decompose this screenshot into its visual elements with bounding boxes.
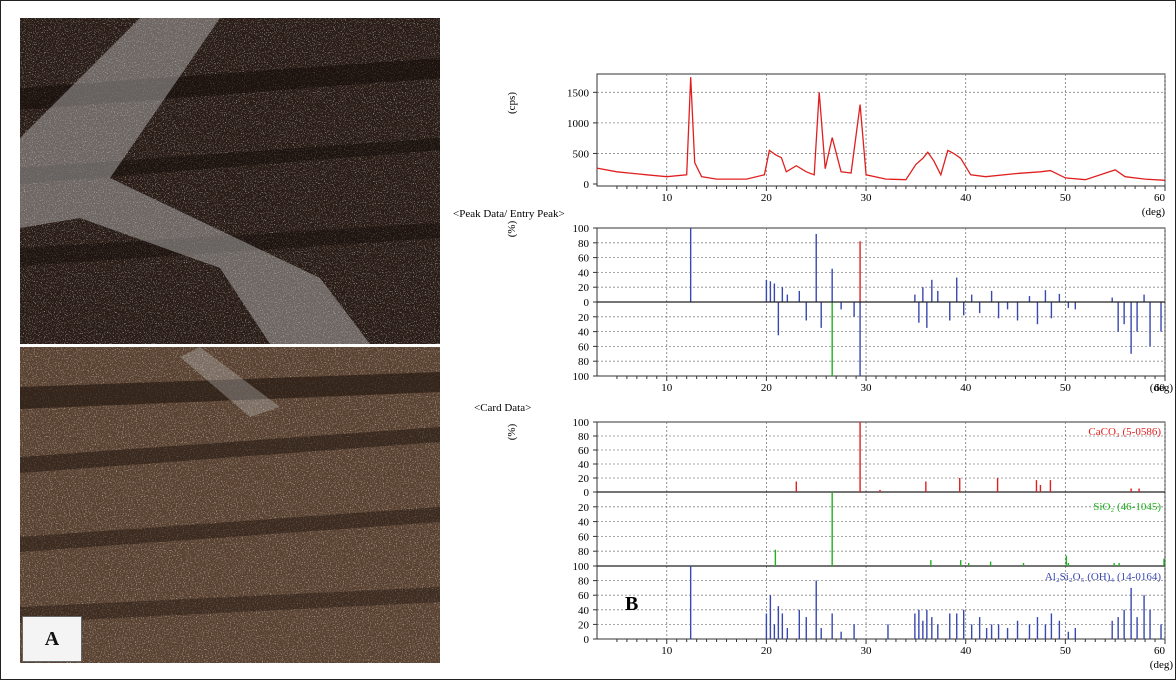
chart2-ytick-label: 80 <box>578 356 590 368</box>
chart3-legend-label: Al₂Si₂O₅ (OH)₄ (14-0164) <box>1045 571 1161 583</box>
chart3-ytick-label: 40 <box>578 605 590 617</box>
chart2-xunit: (deg) <box>1150 382 1174 394</box>
chart2-header: <Peak Data/ Entry Peak> <box>453 208 565 220</box>
chart3-ytick-label: 20 <box>578 619 590 631</box>
chart3-xunit: (deg) <box>1150 659 1174 671</box>
chart2-ytick-label: 100 <box>573 371 590 383</box>
chart3-legend-label: SiO₂ (46-1045) <box>1093 501 1161 513</box>
chart1-xtick-label: 20 <box>761 192 773 204</box>
chart2-ytick-label: 0 <box>584 297 590 309</box>
chart2-xtick-label: 30 <box>861 382 873 394</box>
chart1-xtick-label: 10 <box>661 192 673 204</box>
chart3-ytick-label: 0 <box>584 487 590 499</box>
chart2-ytick-label: 20 <box>578 312 590 324</box>
chart3-ytick-label: 60 <box>578 445 590 457</box>
chart2-xtick-label: 50 <box>1060 382 1072 394</box>
chart3-xtick-label: 50 <box>1060 645 1072 657</box>
micrograph-top <box>20 18 440 344</box>
chart3-xtick-label: 60 <box>1154 645 1166 657</box>
chart3-header: <Card Data> <box>474 402 531 414</box>
chart3-ytick-label: 60 <box>578 531 590 543</box>
chart3-xtick-label: 20 <box>761 645 773 657</box>
chart3-ytick-label: 40 <box>578 517 590 529</box>
chart2-ytick-label: 20 <box>578 282 590 294</box>
chart1-plot-frame <box>596 73 1166 187</box>
chart2-ytick-label: 100 <box>573 223 590 235</box>
chart2-xtick-label: 10 <box>661 382 673 394</box>
chart3-ytick-label: 80 <box>578 576 590 588</box>
chart3-ylabel: (%) <box>506 423 518 440</box>
chart1-xtick-label: 40 <box>960 192 972 204</box>
chart2-xtick-label: 20 <box>761 382 773 394</box>
chart3-ytick-label: 100 <box>573 417 590 429</box>
chart3-ytick-label: 40 <box>578 459 590 471</box>
chart2-ytick-label: 80 <box>578 238 590 250</box>
chart1-xtick-label: 30 <box>861 192 873 204</box>
chart3-ytick-label: 80 <box>578 546 590 558</box>
chart1-ytick-label: 500 <box>573 148 590 160</box>
chart2-ytick-label: 40 <box>578 327 590 339</box>
panel-label-a: A <box>22 616 82 662</box>
chart2-ytick-label: 60 <box>578 253 590 265</box>
chart3-ytick-label: 20 <box>578 473 590 485</box>
chart3-legend-label: CaCO₃ (5-0586) <box>1088 426 1161 438</box>
chart3-ytick-label: 20 <box>578 502 590 514</box>
chart2-ytick-label: 60 <box>578 341 590 353</box>
chart3-plot-frame <box>596 421 1166 640</box>
chart3-ytick-label: 0 <box>584 634 590 646</box>
chart3-xtick-label: 40 <box>960 645 972 657</box>
chart3-ytick-label: 80 <box>578 431 590 443</box>
chart2-ylabel: (%) <box>506 220 518 237</box>
chart3-ytick-label: 100 <box>573 561 590 573</box>
chart2-xtick-label: 60 <box>1154 382 1166 394</box>
chart3-ytick-label: 60 <box>578 590 590 602</box>
chart1-ytick-label: 0 <box>584 179 590 191</box>
chart1-ytick-label: 1000 <box>567 118 590 130</box>
chart1-xunit: (deg) <box>1142 206 1166 218</box>
panel-label-b: B <box>625 593 638 615</box>
chart1-series-line <box>596 77 1166 181</box>
chart1-ylabel: (cps) <box>506 92 518 114</box>
chart1-ytick-label: 1500 <box>567 87 590 99</box>
chart2-ytick-label: 40 <box>578 267 590 279</box>
chart3-xtick-label: 30 <box>861 645 873 657</box>
chart2-xtick-label: 40 <box>960 382 972 394</box>
micrograph-bottom <box>20 347 440 663</box>
chart1-xtick-label: 60 <box>1154 192 1166 204</box>
chart3-xtick-label: 10 <box>661 645 673 657</box>
chart1-xtick-label: 50 <box>1060 192 1072 204</box>
